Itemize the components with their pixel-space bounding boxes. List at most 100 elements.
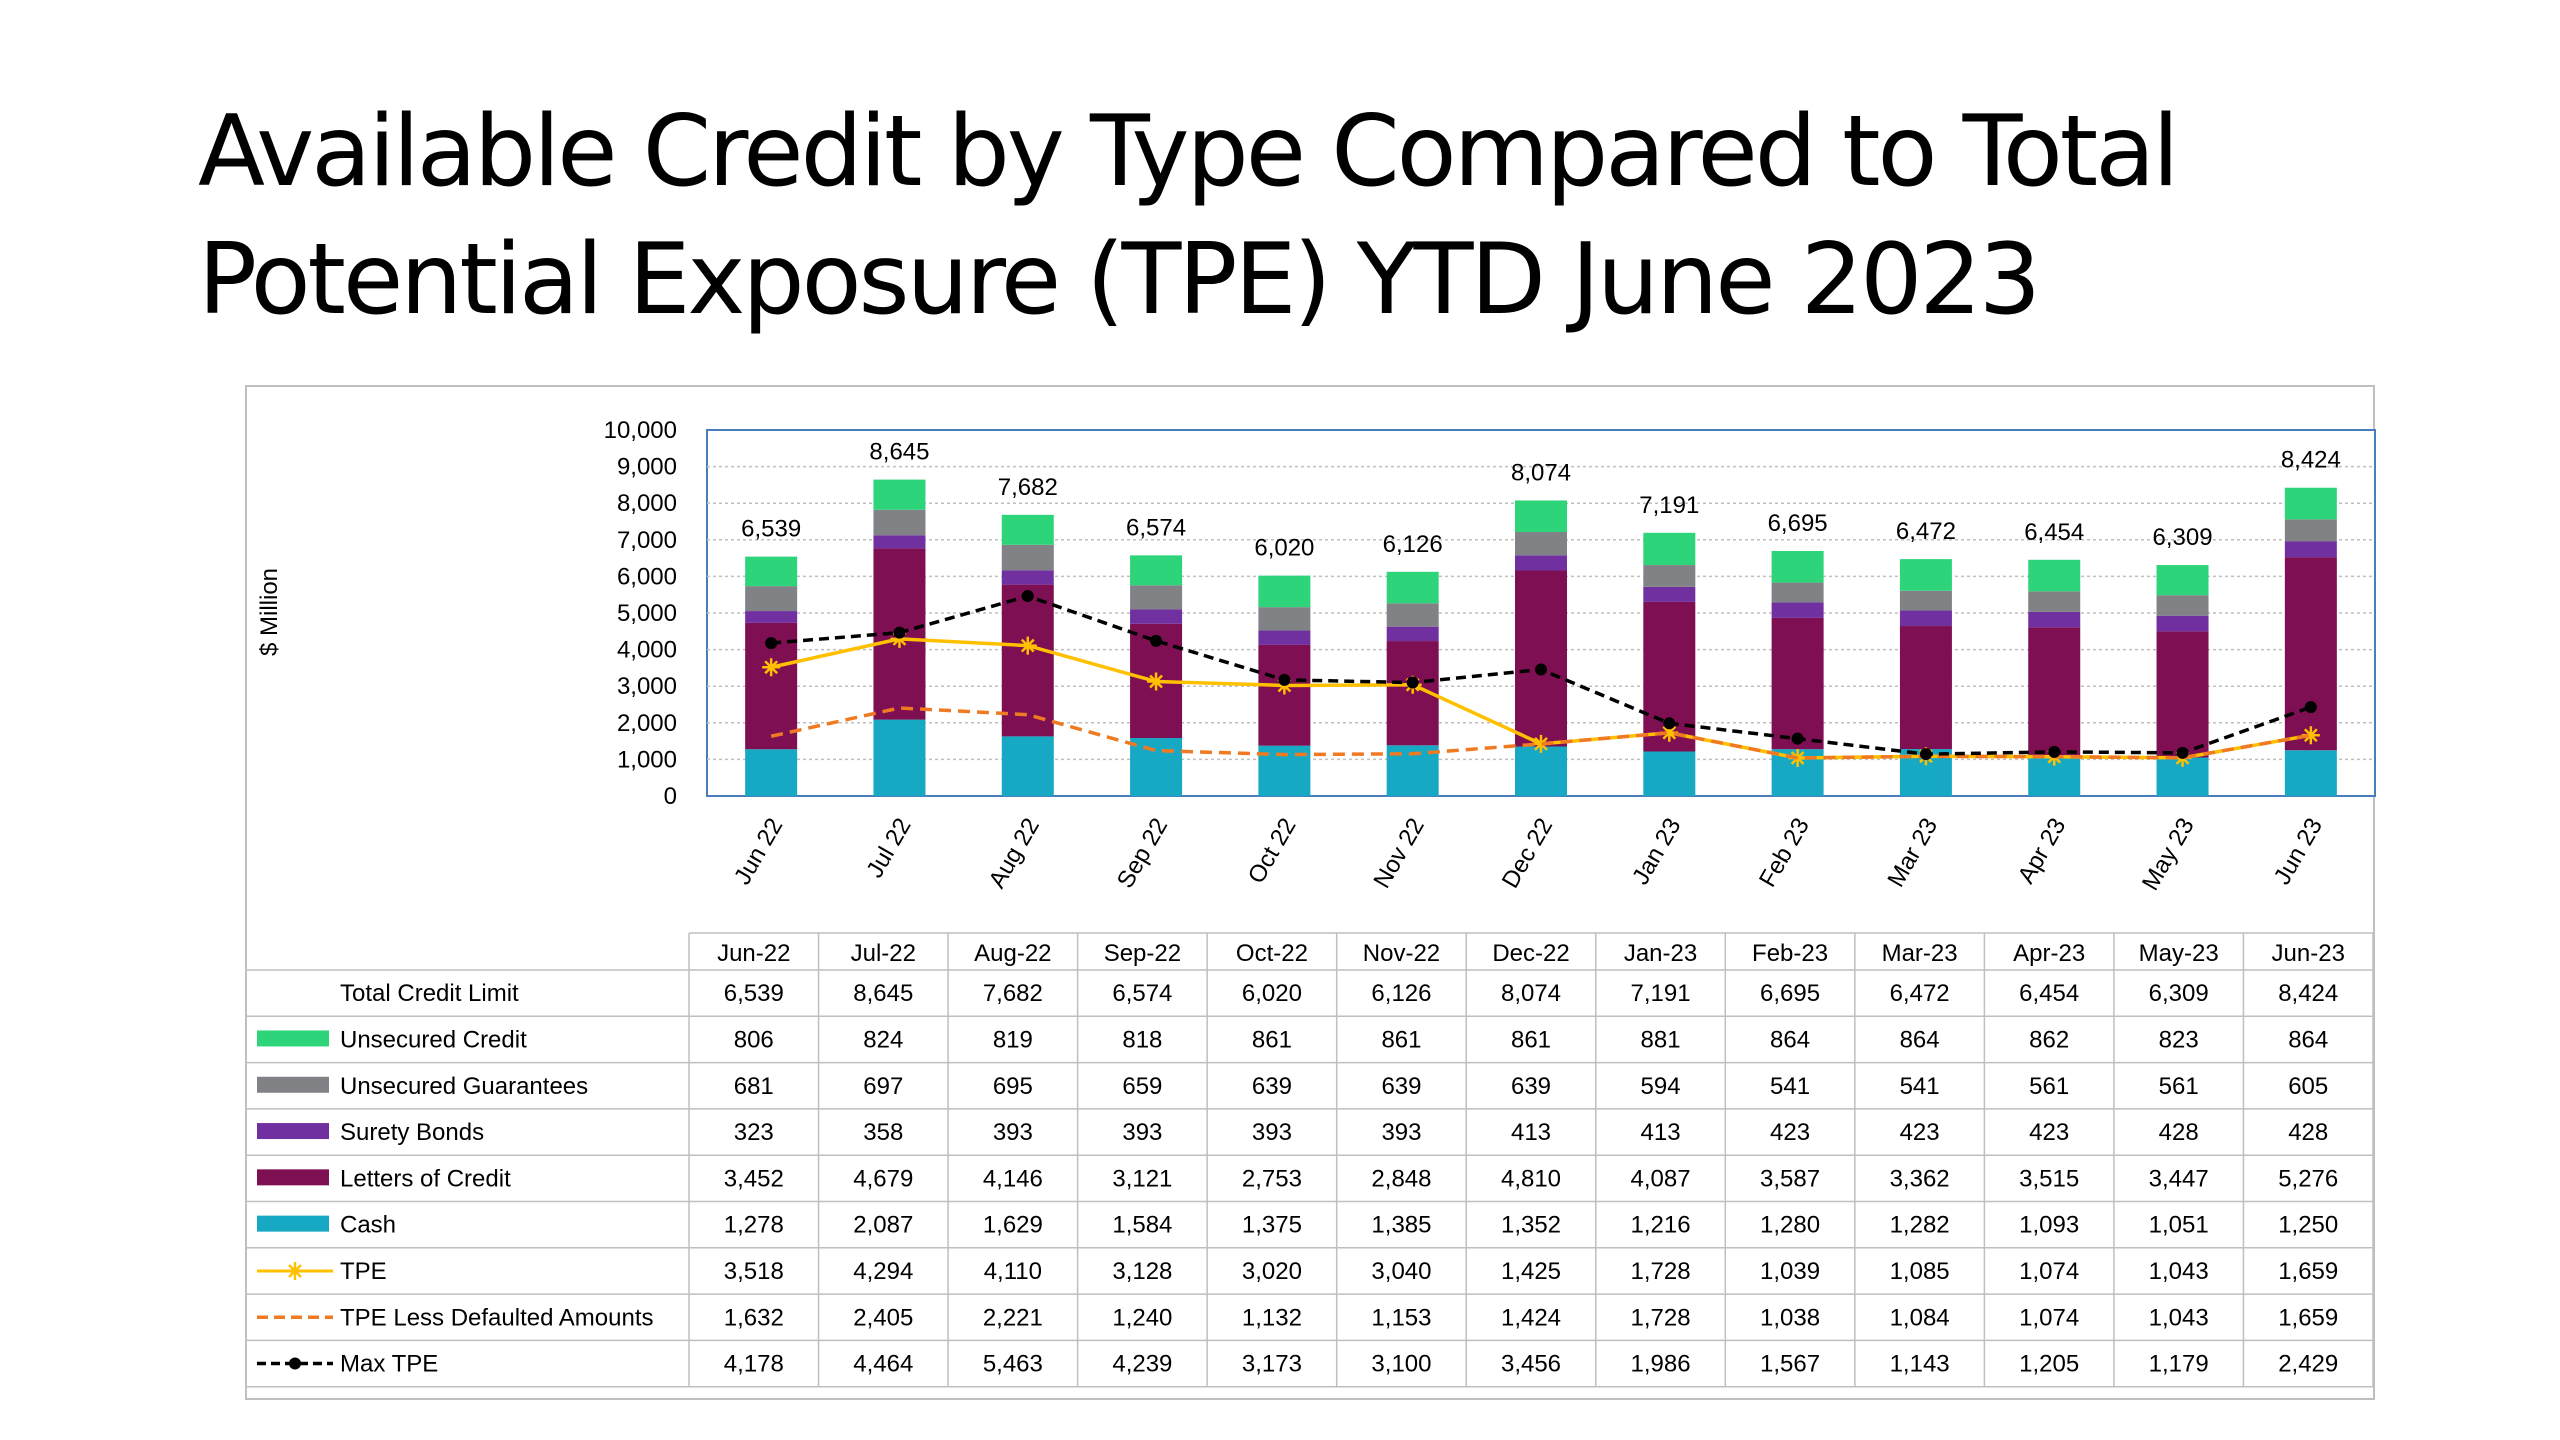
table-cell: 1,567 (1760, 1351, 1820, 1378)
bar-segment (1130, 738, 1183, 796)
bar-total-label: 8,645 (869, 439, 929, 466)
bar-segment (2156, 595, 2209, 616)
legend-key-marker (286, 1261, 304, 1280)
bar-total-label: 6,472 (1896, 518, 1956, 545)
x-tick-label: Jun 22 (729, 814, 788, 890)
table-cell: 639 (1252, 1073, 1292, 1100)
table-header-cell: May-23 (2139, 940, 2219, 967)
legend-key (257, 1076, 329, 1093)
table-header-cell: Aug-22 (974, 940, 1051, 967)
table-cell: 1,085 (1890, 1258, 1950, 1285)
table-cell: 823 (2159, 1026, 2199, 1053)
bar-segment (2284, 750, 2337, 796)
bar-total-label: 6,539 (741, 516, 801, 543)
bar-total-label: 8,424 (2281, 447, 2341, 474)
line-point (1532, 734, 1550, 753)
table-header-cell: Apr-23 (2013, 940, 2085, 967)
bar-segment (1515, 570, 1567, 747)
table-cell: 1,385 (1371, 1212, 1431, 1239)
table-cell: 659 (1122, 1073, 1162, 1100)
table-cell: 1,043 (2149, 1258, 2209, 1285)
table-cell: 1,659 (2278, 1258, 2338, 1285)
table-cell: 3,040 (1371, 1258, 1431, 1285)
bar-segment (1643, 565, 1696, 587)
table-cell: 541 (1770, 1073, 1810, 1100)
table-cell: 1,352 (1501, 1212, 1561, 1239)
bar-total-label: 8,074 (1511, 459, 1571, 486)
table-cell: 8,645 (853, 980, 913, 1007)
table-cell: 1,282 (1890, 1212, 1950, 1239)
table-cell: 6,695 (1760, 980, 1820, 1007)
bar-segment (1001, 736, 1054, 796)
legend-key-marker (289, 1357, 301, 1370)
x-tick-label: May 23 (2137, 814, 2200, 896)
table-row-label: Unsecured Guarantees (340, 1073, 588, 1100)
table-cell: 1,074 (2019, 1304, 2079, 1331)
table-cell: 561 (2159, 1073, 2199, 1100)
line-point (2048, 745, 2061, 758)
table-cell: 1,986 (1631, 1351, 1691, 1378)
table-cell: 1,093 (2019, 1212, 2079, 1239)
table-row-label: TPE (340, 1258, 387, 1285)
bar-segment (1001, 544, 1054, 571)
bar-segment (1515, 746, 1567, 796)
table-cell: 1,728 (1631, 1304, 1691, 1331)
bar-segment (1771, 602, 1824, 618)
bar-total-label: 6,454 (2024, 519, 2084, 546)
line-point (1535, 663, 1547, 676)
bar-segment (873, 719, 926, 796)
line-point (1278, 673, 1291, 686)
x-tick-label: Nov 22 (1368, 814, 1429, 893)
table-cell: 881 (1641, 1026, 1681, 1053)
bar-segment (1771, 550, 1824, 583)
x-tick-label: Apr 23 (2013, 814, 2072, 889)
bar-segment (1258, 607, 1311, 631)
table-cell: 1,205 (2019, 1351, 2079, 1378)
bar-segment (1771, 617, 1824, 750)
table-cell: 864 (1770, 1026, 1810, 1053)
table-row-label: Max TPE (340, 1351, 438, 1378)
table-cell: 681 (734, 1073, 774, 1100)
table-cell: 861 (1511, 1026, 1551, 1053)
bar-segment (2284, 487, 2337, 520)
line-point (1021, 590, 1034, 603)
table-cell: 1,074 (2019, 1258, 2079, 1285)
table-header-cell: Dec-22 (1492, 940, 1569, 967)
line-point (2301, 726, 2320, 745)
table-cell: 2,221 (983, 1304, 1043, 1331)
table-row-label: Surety Bonds (340, 1119, 484, 1146)
bar-total-label: 7,191 (1639, 492, 1699, 519)
table-header-cell: Jan-23 (1624, 940, 1697, 967)
table-cell: 4,239 (1112, 1351, 1172, 1378)
legend-key (257, 1030, 329, 1047)
slide-title-line-2: Potential Exposure (TPE) YTD June 2023 (198, 223, 2041, 337)
table-cell: 1,280 (1760, 1212, 1820, 1239)
table-cell: 864 (2288, 1026, 2328, 1053)
y-tick-label: 7,000 (617, 527, 677, 554)
bar-segment (745, 556, 798, 587)
line-point (1150, 634, 1163, 647)
table-cell: 393 (1381, 1119, 1421, 1146)
table-cell: 3,121 (1112, 1165, 1172, 1192)
table-cell: 6,472 (1890, 980, 1950, 1007)
line-point (1147, 672, 1166, 691)
table-cell: 3,100 (1371, 1351, 1431, 1378)
table-cell: 3,452 (724, 1165, 784, 1192)
bar-segment (1001, 584, 1054, 737)
table-cell: 423 (2029, 1119, 2069, 1146)
line-point (1018, 636, 1037, 655)
table-cell: 1,240 (1112, 1304, 1172, 1331)
table-cell: 2,405 (853, 1304, 913, 1331)
table-cell: 639 (1381, 1073, 1421, 1100)
x-tick-label: Jul 22 (861, 814, 916, 883)
bar-segment (1386, 626, 1439, 642)
bar-total-label: 6,126 (1383, 531, 1443, 558)
table-cell: 5,276 (2278, 1165, 2338, 1192)
table-header-cell: Jun-22 (717, 940, 790, 967)
bar-segment (2028, 591, 2081, 612)
line-point (2176, 746, 2189, 759)
y-tick-label: 9,000 (617, 454, 677, 481)
table-cell: 4,464 (853, 1351, 913, 1378)
bar-segment (2028, 611, 2081, 628)
